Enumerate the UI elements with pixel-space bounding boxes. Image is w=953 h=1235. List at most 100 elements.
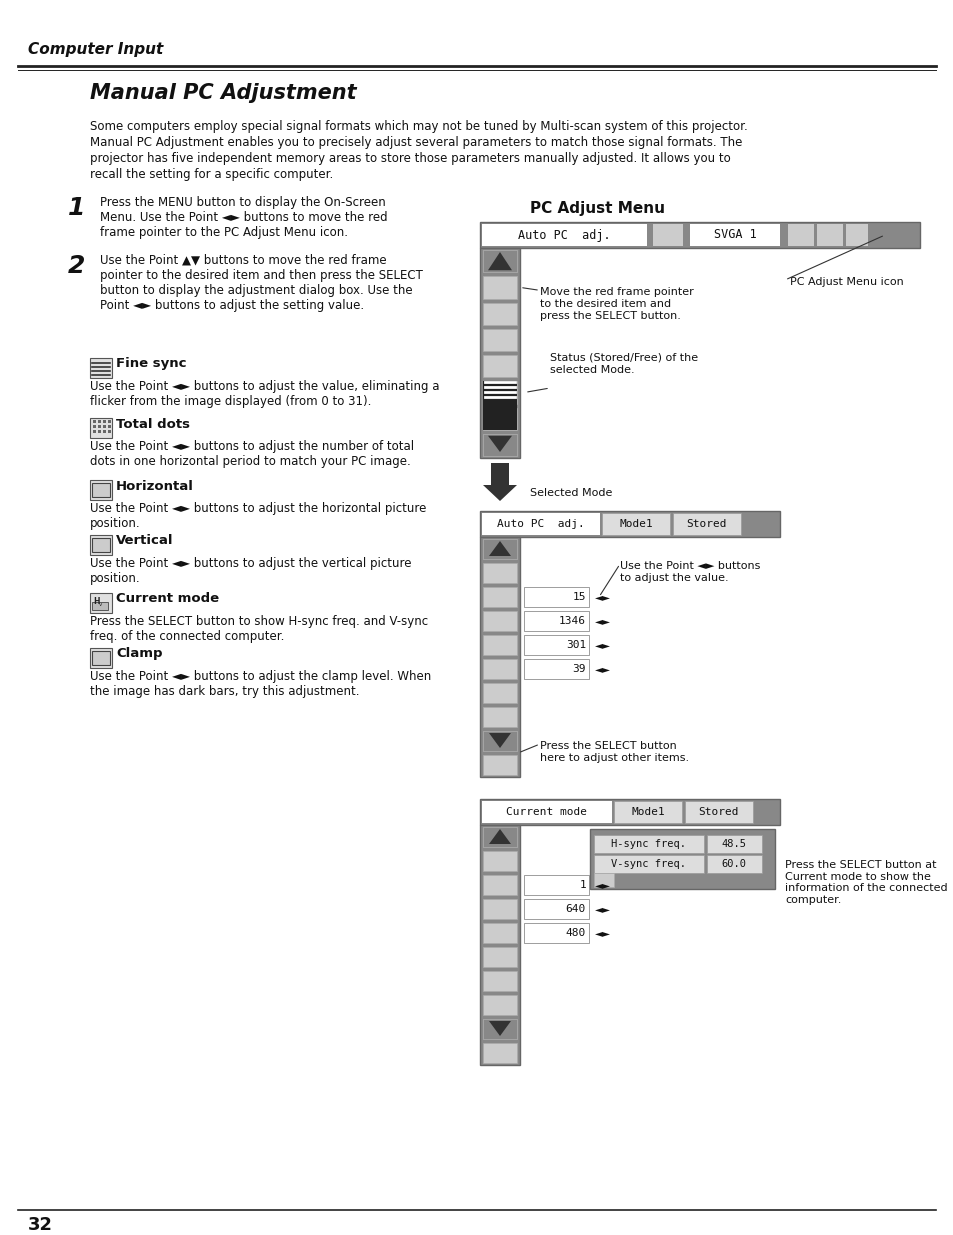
Bar (91, 601, 108, 610)
Text: flicker from the image displayed (from 0 to 31).: flicker from the image displayed (from 0… (90, 395, 371, 408)
Text: Use the Point ◄► buttons
to adjust the value.: Use the Point ◄► buttons to adjust the v… (619, 561, 760, 583)
Bar (482, 1044, 517, 1063)
Text: 60.0: 60.0 (720, 860, 745, 869)
Text: Use the Point ◄► buttons to adjust the clamp level. When: Use the Point ◄► buttons to adjust the c… (90, 671, 431, 683)
Text: ◄►: ◄► (595, 664, 610, 674)
Text: V-sync freq.: V-sync freq. (611, 860, 686, 869)
Bar (479, 825, 519, 1065)
Text: Menu. Use the Point ◄► buttons to move the red: Menu. Use the Point ◄► buttons to move t… (100, 211, 387, 224)
Bar (92, 420, 96, 424)
Bar (481, 513, 599, 535)
Bar (684, 802, 752, 823)
Text: PC Adjust Menu icon: PC Adjust Menu icon (789, 277, 902, 287)
Text: position.: position. (90, 572, 140, 585)
Text: ◄►: ◄► (595, 592, 610, 601)
Bar (594, 835, 703, 853)
Bar (482, 249, 517, 272)
Text: 15: 15 (572, 592, 585, 601)
Bar (479, 799, 780, 825)
Bar (689, 224, 780, 246)
Bar (523, 611, 588, 631)
Text: Press the MENU button to display the On-Screen: Press the MENU button to display the On-… (100, 196, 385, 209)
Text: Stored: Stored (698, 806, 739, 818)
Text: position.: position. (90, 517, 140, 530)
Bar (91, 483, 110, 496)
Bar (482, 587, 517, 606)
Text: button to display the adjustment dialog box. Use the: button to display the adjustment dialog … (100, 284, 413, 296)
Bar (103, 430, 106, 433)
Bar (482, 303, 517, 325)
Text: H: H (92, 598, 99, 606)
Polygon shape (489, 734, 511, 748)
Text: Computer Input: Computer Input (28, 42, 163, 57)
Bar (706, 835, 761, 853)
Polygon shape (488, 436, 512, 452)
Bar (787, 224, 813, 246)
Bar (482, 923, 517, 944)
Polygon shape (489, 829, 511, 844)
Text: 640: 640 (565, 904, 585, 914)
Text: Current mode: Current mode (116, 593, 219, 605)
Text: 39: 39 (572, 664, 585, 674)
Bar (482, 538, 517, 559)
Text: Selected Mode: Selected Mode (530, 488, 612, 498)
Text: projector has five independent memory areas to store those parameters manually a: projector has five independent memory ar… (90, 152, 730, 165)
Text: recall the setting for a specific computer.: recall the setting for a specific comput… (90, 168, 333, 182)
Text: ◄►: ◄► (595, 616, 610, 626)
Text: Fine sync: Fine sync (116, 357, 186, 370)
Bar (482, 876, 517, 895)
Text: SVGA 1: SVGA 1 (713, 228, 756, 242)
Text: Use the Point ◄► buttons to adjust the horizontal picture: Use the Point ◄► buttons to adjust the h… (90, 501, 426, 515)
Bar (523, 923, 588, 944)
Bar (98, 420, 101, 424)
Text: ◄►: ◄► (595, 881, 610, 890)
Bar (482, 971, 517, 990)
Text: Point ◄► buttons to adjust the setting value.: Point ◄► buttons to adjust the setting v… (100, 299, 364, 312)
Bar (108, 420, 111, 424)
Text: Mode1: Mode1 (618, 519, 652, 529)
Text: H-sync freq.: H-sync freq. (611, 839, 686, 848)
Text: ◄►: ◄► (595, 640, 610, 650)
Polygon shape (488, 252, 512, 270)
Bar (652, 224, 682, 246)
Text: Press the SELECT button
here to adjust other items.: Press the SELECT button here to adjust o… (539, 741, 688, 762)
Text: Manual PC Adjustment enables you to precisely adjust several parameters to match: Manual PC Adjustment enables you to prec… (90, 136, 741, 149)
Bar (523, 635, 588, 655)
Bar (482, 382, 517, 404)
Bar (90, 417, 112, 438)
Bar (482, 827, 517, 847)
Bar (482, 851, 517, 871)
Text: Use the Point ▲▼ buttons to move the red frame: Use the Point ▲▼ buttons to move the red… (100, 254, 386, 267)
Text: 32: 32 (28, 1216, 53, 1234)
Bar (482, 354, 517, 377)
Text: Status (Stored/Free) of the
selected Mode.: Status (Stored/Free) of the selected Mod… (550, 353, 698, 374)
Bar (523, 876, 588, 895)
Bar (594, 873, 614, 887)
Bar (482, 433, 517, 456)
Bar (479, 511, 780, 537)
Text: frame pointer to the PC Adjust Menu icon.: frame pointer to the PC Adjust Menu icon… (100, 226, 348, 240)
Bar (90, 358, 112, 378)
Text: Clamp: Clamp (116, 647, 162, 661)
Bar (601, 513, 669, 535)
Bar (482, 755, 517, 776)
Bar (90, 480, 112, 500)
Text: Total dots: Total dots (116, 417, 190, 431)
Bar (482, 706, 517, 727)
Text: ◄►: ◄► (595, 927, 610, 939)
Text: ◄►: ◄► (595, 904, 610, 914)
Text: 1: 1 (68, 196, 85, 220)
Bar (482, 683, 517, 703)
Text: 301: 301 (565, 640, 585, 650)
Bar (482, 433, 517, 456)
Bar (103, 425, 106, 429)
Text: Use the Point ◄► buttons to adjust the number of total: Use the Point ◄► buttons to adjust the n… (90, 440, 414, 453)
Bar (92, 425, 96, 429)
Text: v: v (99, 601, 102, 606)
Text: 480: 480 (565, 927, 585, 939)
Polygon shape (482, 463, 517, 501)
Bar (589, 829, 774, 889)
Bar (108, 430, 111, 433)
Bar (845, 224, 867, 246)
Bar (481, 224, 646, 246)
